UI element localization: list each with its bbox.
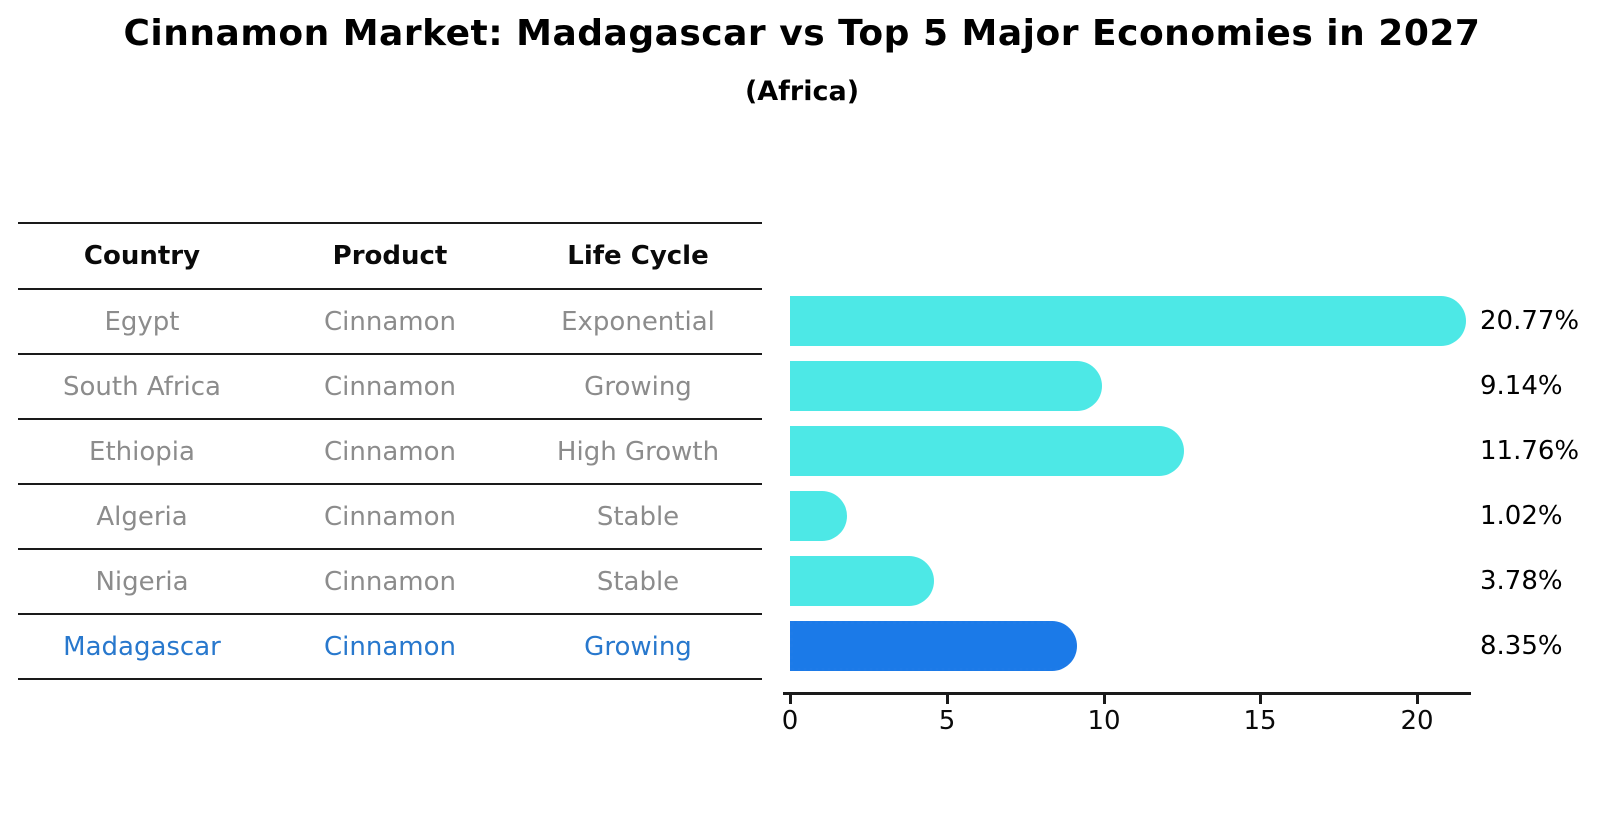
col-header-life-cycle: Life Cycle	[567, 241, 709, 271]
table-row-south-africa: South Africa Cinnamon Growing	[18, 355, 762, 420]
x-tick	[1103, 695, 1106, 704]
x-tick	[946, 695, 949, 704]
product-cell: Cinnamon	[324, 371, 456, 402]
life-cycle-cell: Stable	[596, 501, 680, 532]
x-tick	[789, 695, 792, 704]
life-cycle-cell: Growing	[584, 631, 692, 662]
x-tick-label: 10	[1087, 706, 1121, 736]
x-axis-line	[783, 692, 1471, 695]
x-tick-label: 15	[1243, 706, 1277, 736]
x-tick	[1259, 695, 1262, 704]
bar-egypt	[790, 295, 1467, 346]
country-table: Country Product Life Cycle Egypt Cinnamo…	[18, 222, 762, 680]
value-label-madagascar: 8.35%	[1480, 630, 1563, 661]
life-cycle-cell: Growing	[584, 371, 692, 402]
bar-slot	[790, 288, 1467, 353]
col-header-product: Product	[332, 241, 448, 271]
x-tick-label: 20	[1400, 706, 1434, 736]
table-header-row: Country Product Life Cycle	[18, 224, 762, 290]
product-cell: Cinnamon	[324, 631, 456, 662]
bar-algeria	[790, 490, 847, 541]
value-label-south-africa: 9.14%	[1480, 370, 1563, 401]
chart-subtitle: (Africa)	[744, 76, 860, 107]
country-cell: Nigeria	[95, 566, 189, 597]
x-tick-label: 5	[938, 706, 956, 736]
x-tick	[1416, 695, 1419, 704]
table-row-algeria: Algeria Cinnamon Stable	[18, 485, 762, 550]
bar-madagascar	[790, 620, 1077, 671]
chart-title: Cinnamon Market: Madagascar vs Top 5 Maj…	[123, 13, 1481, 54]
life-cycle-cell: Exponential	[561, 306, 715, 337]
bar-slot	[790, 418, 1466, 483]
value-label-ethiopia: 11.76%	[1480, 435, 1580, 466]
life-cycle-cell: Stable	[596, 566, 680, 597]
country-cell: Madagascar	[63, 631, 221, 662]
country-cell: Egypt	[104, 306, 180, 337]
product-cell: Cinnamon	[324, 501, 456, 532]
country-cell: Ethiopia	[89, 436, 195, 467]
product-cell: Cinnamon	[324, 566, 456, 597]
bar-slot	[790, 483, 1466, 548]
bar-chart	[790, 288, 1467, 678]
value-label-nigeria: 3.78%	[1480, 565, 1563, 596]
life-cycle-cell: High Growth	[556, 436, 720, 467]
bar-slot	[790, 548, 1466, 613]
country-cell: South Africa	[63, 371, 221, 402]
product-cell: Cinnamon	[324, 306, 456, 337]
table-row-ethiopia: Ethiopia Cinnamon High Growth	[18, 420, 762, 485]
bar-slot	[790, 613, 1466, 678]
product-cell: Cinnamon	[324, 436, 456, 467]
table-row-egypt: Egypt Cinnamon Exponential	[18, 290, 762, 355]
table-row-nigeria: Nigeria Cinnamon Stable	[18, 550, 762, 615]
bar-nigeria	[790, 555, 934, 606]
country-cell: Algeria	[96, 501, 188, 532]
col-header-country: Country	[83, 241, 201, 271]
x-tick-label: 0	[781, 706, 799, 736]
value-label-algeria: 1.02%	[1480, 500, 1563, 531]
bar-south-africa	[790, 360, 1102, 411]
value-label-egypt: 20.77%	[1480, 305, 1580, 336]
table-row-madagascar: Madagascar Cinnamon Growing	[18, 615, 762, 680]
bar-slot	[790, 353, 1466, 418]
bar-ethiopia	[790, 425, 1184, 476]
